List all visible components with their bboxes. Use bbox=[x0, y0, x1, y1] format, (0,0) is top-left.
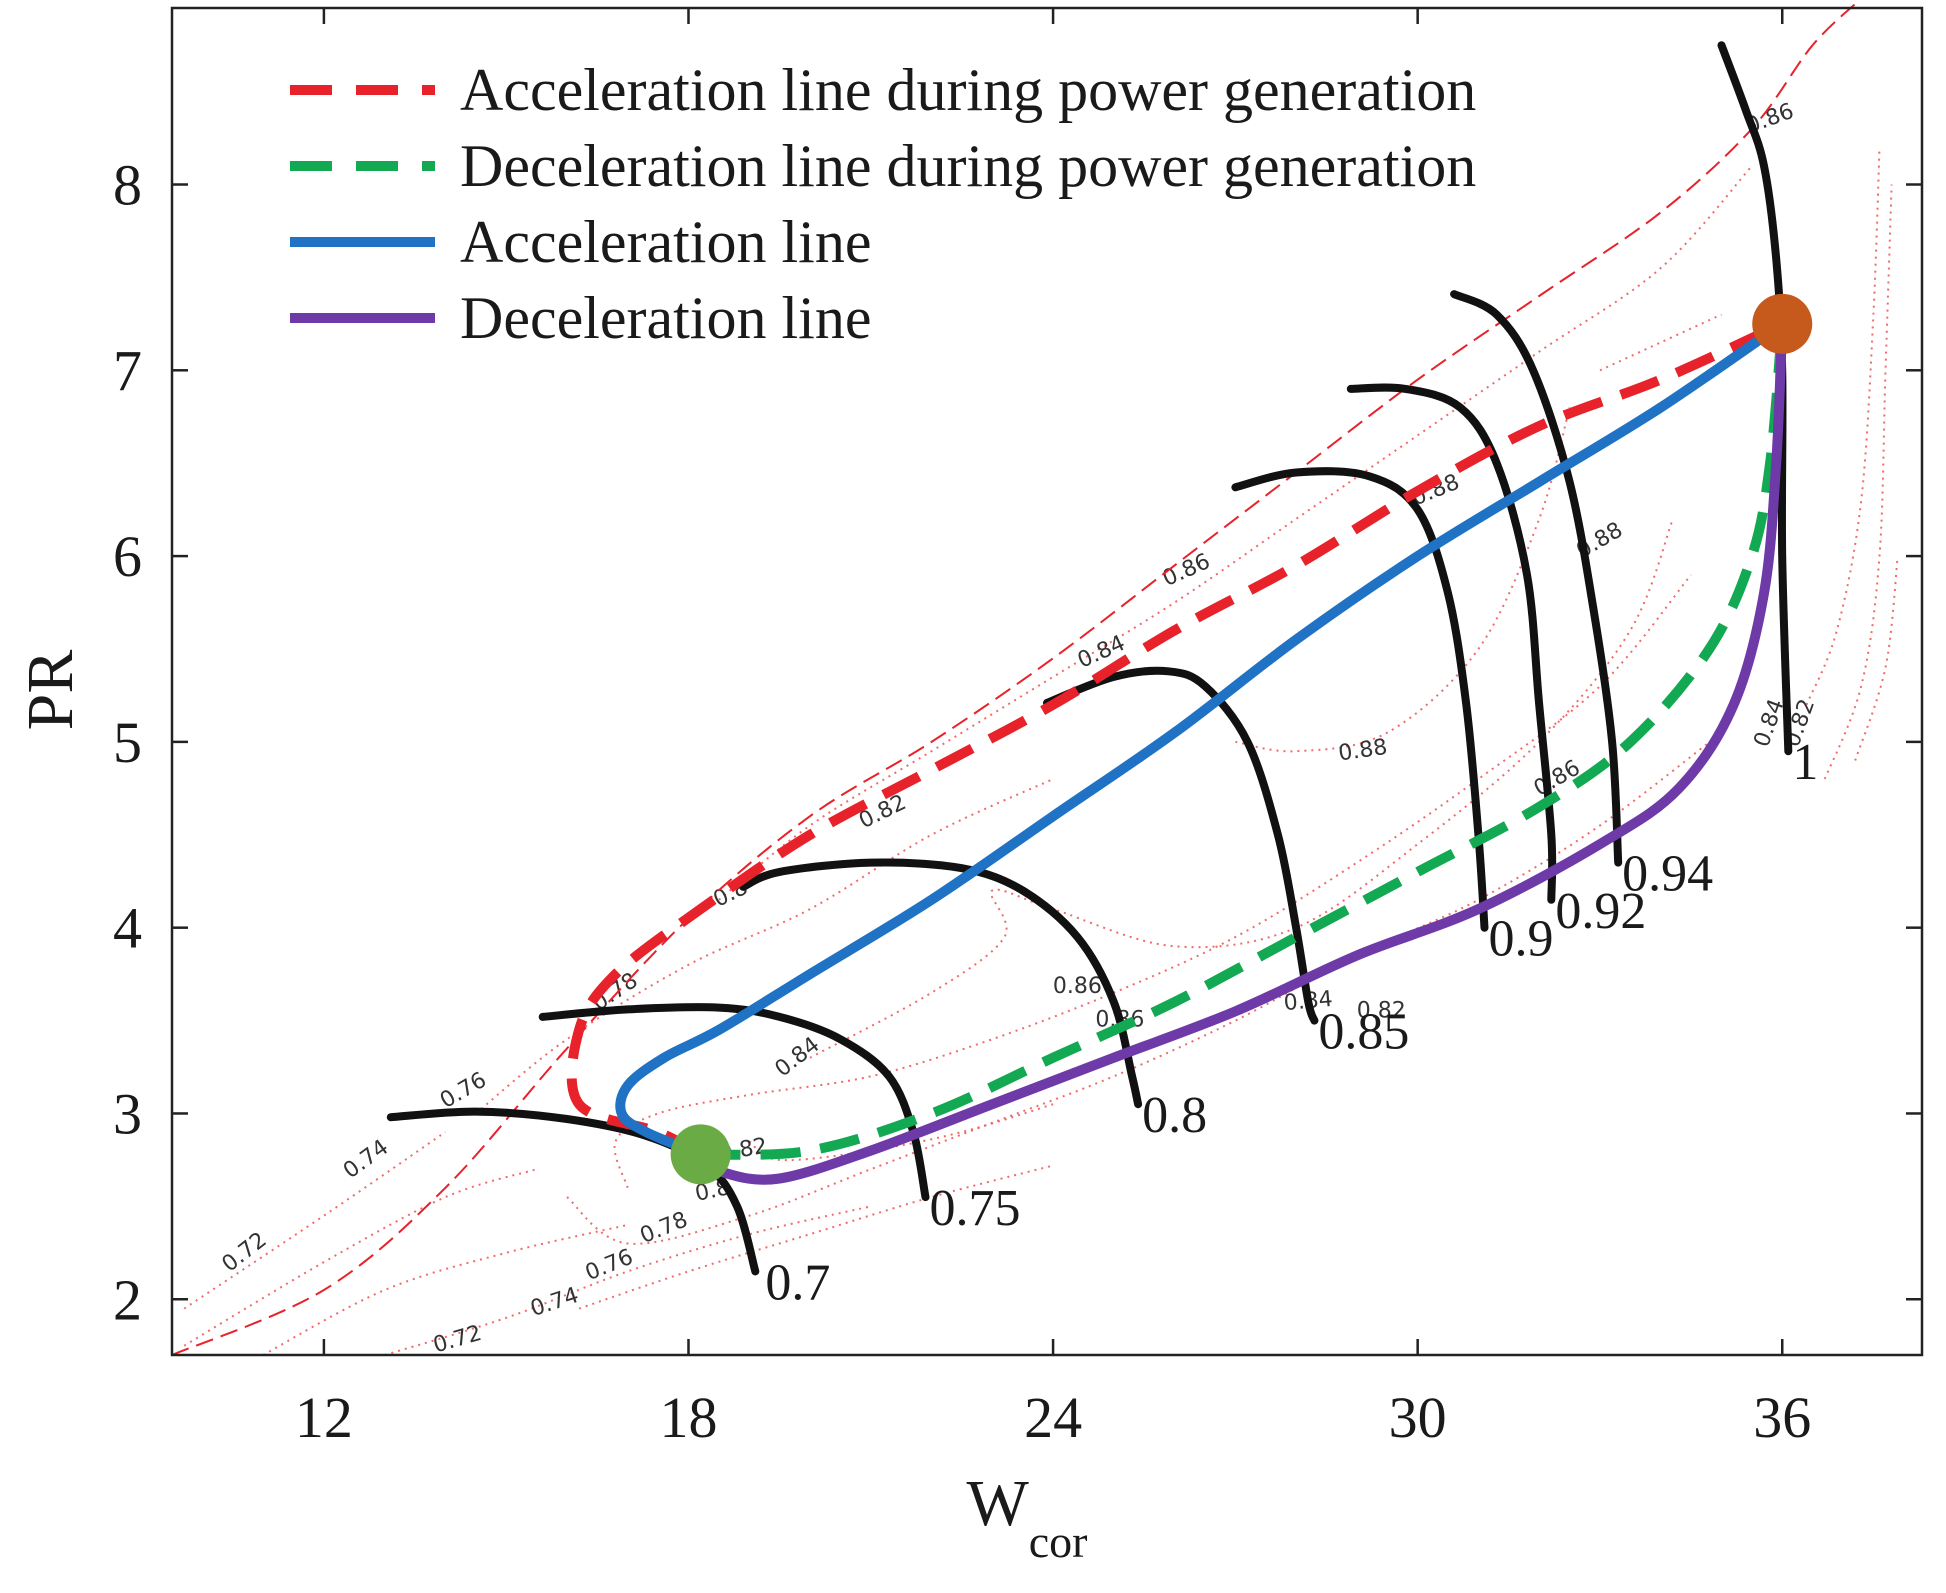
speed-line-0.9 bbox=[1231, 467, 1489, 932]
speed-label-0.7: 0.7 bbox=[765, 1254, 830, 1311]
legend-label-1: Acceleration line during power generatio… bbox=[460, 57, 1476, 123]
x-tick-label: 24 bbox=[1024, 1385, 1082, 1450]
efficiency-label: 0.82 bbox=[1357, 998, 1406, 1023]
axis-ticks: 12 18 24 30 36 2 3 4 5 6 7 8 bbox=[113, 8, 1922, 1450]
efficiency-contour-9 bbox=[809, 518, 1674, 1059]
efficiency-contour-2 bbox=[183, 1168, 537, 1347]
surge-line bbox=[171, 0, 1862, 1356]
legend-label-2: Deceleration line during power generatio… bbox=[460, 133, 1476, 199]
y-tick-label: 2 bbox=[113, 1267, 142, 1332]
speed-line-0.94 bbox=[1450, 290, 1623, 867]
legend: Acceleration line during power generatio… bbox=[290, 57, 1476, 351]
y-tick-label: 5 bbox=[113, 710, 142, 775]
y-tick-label: 3 bbox=[113, 1081, 142, 1146]
speed-line-0.92 bbox=[1346, 383, 1557, 904]
y-tick-label: 6 bbox=[113, 524, 142, 589]
series-line-1 bbox=[566, 319, 1785, 1159]
speed-line-0.75 bbox=[538, 1003, 930, 1202]
operating-lines bbox=[566, 319, 1788, 1185]
efficiency-contour-6 bbox=[475, 778, 1054, 1115]
efficiency-label: 0.86 bbox=[1053, 974, 1102, 999]
marker-high-point bbox=[1752, 293, 1813, 354]
x-axis-label-subscript: cor bbox=[1029, 1516, 1088, 1567]
speed-label-0.75: 0.75 bbox=[929, 1180, 1020, 1237]
y-tick-label: 8 bbox=[113, 153, 142, 218]
marker-low-point bbox=[670, 1124, 731, 1185]
speed-label-0.9: 0.9 bbox=[1489, 911, 1554, 968]
surge-line-path bbox=[171, 0, 1862, 1356]
operating-points bbox=[670, 293, 1813, 1185]
y-tick-label: 7 bbox=[113, 338, 142, 403]
speed-label-0.85: 0.85 bbox=[1318, 1004, 1409, 1061]
legend-label-3: Acceleration line bbox=[460, 209, 871, 275]
plot-border bbox=[170, 6, 1924, 1357]
x-tick-label: 30 bbox=[1389, 1385, 1447, 1450]
series-line-3 bbox=[615, 319, 1786, 1159]
speed-label-0.94: 0.94 bbox=[1622, 846, 1713, 903]
y-axis-label: PR bbox=[14, 650, 87, 731]
y-tick-label: 4 bbox=[113, 896, 142, 961]
x-tick-label: 12 bbox=[295, 1385, 353, 1450]
x-tick-label: 18 bbox=[659, 1385, 717, 1450]
x-tick-label: 36 bbox=[1753, 1385, 1811, 1450]
speed-label-1: 1 bbox=[1792, 734, 1818, 791]
speed-label-0.92: 0.92 bbox=[1555, 883, 1646, 940]
efficiency-contour-7 bbox=[566, 731, 1723, 1245]
legend-label-4: Deceleration line bbox=[460, 285, 871, 351]
efficiency-contour-5 bbox=[578, 1164, 1054, 1310]
speed-label-0.8: 0.8 bbox=[1142, 1087, 1207, 1144]
series-line-4 bbox=[697, 323, 1788, 1185]
x-axis-label: Wcor bbox=[966, 1467, 1087, 1567]
efficiency-contour-1 bbox=[183, 1131, 446, 1310]
efficiency-contour-15 bbox=[1599, 313, 1722, 372]
plot-frame bbox=[170, 6, 1924, 1357]
